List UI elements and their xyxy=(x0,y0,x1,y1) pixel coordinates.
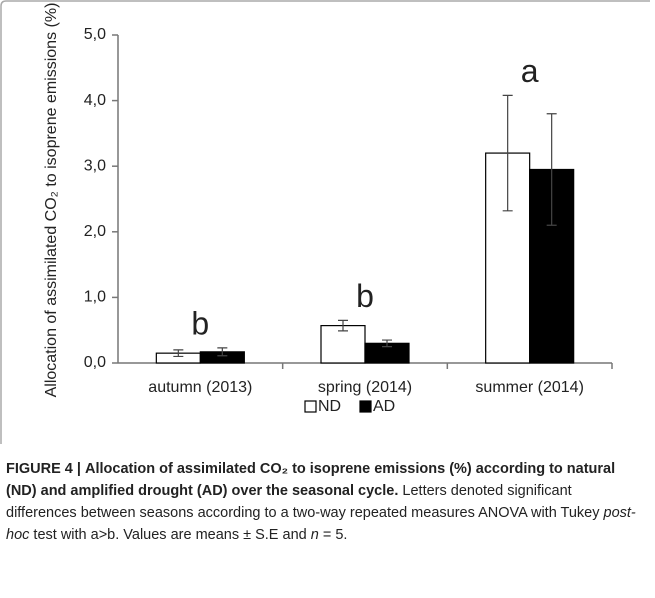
x-tick-label: autumn (2013) xyxy=(148,379,252,396)
legend-label: AD xyxy=(373,398,395,415)
annotation: b xyxy=(356,278,374,314)
error-bar xyxy=(502,94,513,212)
y-tick-label: 3,0 xyxy=(84,157,106,174)
legend-swatch xyxy=(359,400,372,413)
y-tick-label: 5,0 xyxy=(84,26,106,43)
legend-label: ND xyxy=(318,398,341,415)
caption-text: = 5. xyxy=(322,527,348,543)
caption-text: Letters denoted significant differences … xyxy=(6,483,600,521)
x-tick-label: summer (2014) xyxy=(475,379,583,396)
y-tick-label: 4,0 xyxy=(84,92,106,109)
annotation: a xyxy=(521,53,539,89)
caption-label: FIGURE 4 | xyxy=(6,461,81,477)
caption-text: post-hoc xyxy=(6,505,636,543)
caption-text: test with a>b. Values are means ± S.E an… xyxy=(33,527,307,543)
caption-title: Allocation of assimilated CO₂ to isopren… xyxy=(6,461,616,499)
caption-text: n xyxy=(310,527,319,543)
error-bar xyxy=(546,113,557,226)
chart: Allocation of assimilated CO₂ to isopren… xyxy=(0,0,650,444)
error-bar xyxy=(382,339,392,348)
x-tick-label: spring (2014) xyxy=(318,379,412,396)
y-tick-label: 0,0 xyxy=(84,354,106,371)
error-bar xyxy=(173,349,184,358)
bar xyxy=(485,152,531,364)
figure-frame xyxy=(0,0,650,444)
error-bar xyxy=(217,347,228,357)
y-axis-label: Allocation of assimilated CO₂ to isopren… xyxy=(43,3,60,398)
caption: FIGURE 4 | Allocation of assimilated CO₂… xyxy=(6,458,646,546)
y-tick-label: 1,0 xyxy=(84,289,106,306)
error-bar xyxy=(338,319,348,332)
legend-swatch xyxy=(304,400,317,413)
y-tick-label: 2,0 xyxy=(84,223,106,240)
annotation: b xyxy=(191,305,209,341)
